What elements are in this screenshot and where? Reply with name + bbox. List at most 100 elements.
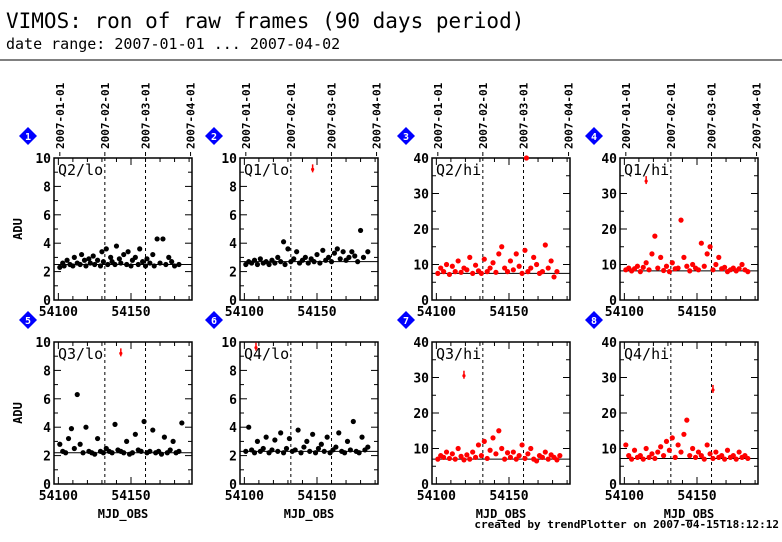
data-point [142,263,149,269]
x-tick-label: 54150 [297,489,336,504]
outlier-point [254,346,258,350]
data-point [496,428,502,434]
data-point [336,430,342,436]
data-point [176,261,182,268]
y-tick-label: 8 [43,180,51,195]
data-point [137,246,143,252]
data-point [452,456,458,462]
y-tick-label: 8 [229,180,237,195]
y-tick-label: 40 [413,336,429,351]
panel-number-badge [19,311,37,329]
panel-frame [619,341,759,485]
data-point [652,233,658,239]
data-point [533,261,540,268]
quadrant-label: Q3/hi [436,345,481,363]
data-point [539,454,546,460]
y-tick-label: 2 [229,450,237,465]
data-point [83,263,89,269]
data-point [113,243,120,249]
data-point [337,256,343,262]
data-point [243,448,249,454]
data-point [472,454,479,460]
data-point [79,251,85,258]
data-point [475,442,482,448]
data-point [151,263,157,269]
data-point [713,261,719,268]
data-point [360,254,367,260]
data-point [64,257,70,263]
data-point [513,456,519,462]
x-tick-label: 54150 [489,489,528,504]
data-point [68,426,75,432]
data-point [548,258,554,264]
data-point [99,249,105,255]
y-tick-label: 30 [413,372,429,387]
x-axis-label: MJD_OBS [476,507,527,522]
data-point [341,450,348,456]
x-tick-label: 54150 [111,489,150,504]
data-point [254,261,261,268]
data-point [140,259,146,265]
panel-frame [431,341,571,485]
data-point [698,453,704,459]
data-point [646,267,652,273]
data-point [502,456,508,462]
data-point [438,265,444,271]
data-point [502,265,508,271]
data-point [733,456,739,462]
y-tick-label: 10 [601,259,617,274]
data-point [516,263,522,269]
data-point [157,260,163,266]
y-tick-label: 0 [229,478,237,493]
data-point [103,246,109,252]
data-point [359,434,365,440]
data-point [317,260,323,266]
data-point [678,449,684,455]
quadrant-label: Q2/hi [436,161,481,179]
data-point [640,456,646,462]
data-point [684,263,690,269]
date-tick-label: 2007-02-01 [477,82,490,149]
data-point [542,242,548,248]
data-point [352,253,358,259]
plot-title: VIMOS: ron of raw frames (90 days period… [6,9,524,33]
data-point [65,435,72,442]
y-tick-label: 0 [43,478,51,493]
data-point [736,266,742,272]
y-tick-label: 6 [229,209,237,224]
outlier-point [462,374,466,378]
panel-number: 6 [211,316,217,327]
data-point [663,438,670,444]
data-point [684,417,690,423]
data-point [504,269,511,275]
panel-number: 8 [591,316,597,327]
data-point [695,267,702,273]
data-point [626,453,632,459]
panel-number-badge [205,127,223,145]
y-tick-label: 30 [413,188,429,203]
data-point [499,445,505,452]
data-point [100,450,106,456]
panel-number: 1 [25,132,31,143]
data-point [446,455,453,462]
data-point [675,442,681,448]
data-point [687,268,693,274]
data-point [246,424,252,430]
data-point [655,265,661,271]
y-tick-label: 40 [601,152,617,167]
data-point [646,454,652,460]
data-point [357,227,364,234]
data-point [292,447,298,453]
data-point [531,254,537,260]
data-point [716,254,722,260]
y-axis-label: ADU [11,218,25,240]
data-point [539,269,546,275]
data-point [321,448,327,454]
y-tick-label: 30 [601,188,617,203]
data-point [272,437,278,443]
data-point [449,263,455,269]
data-point [478,453,484,459]
data-point [443,261,450,268]
data-point [481,256,487,262]
